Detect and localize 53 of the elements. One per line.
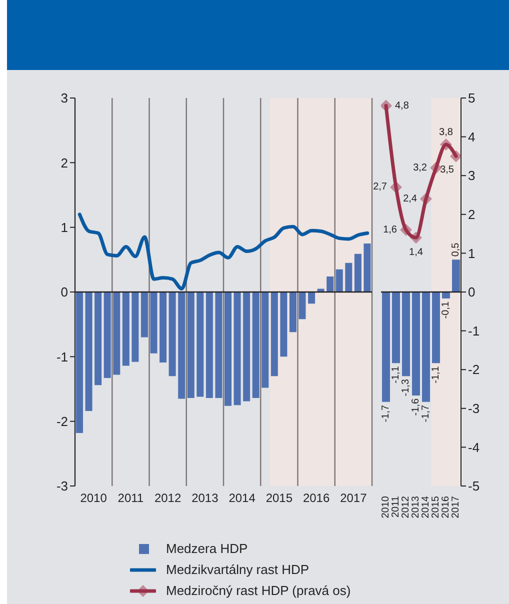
x-tick-label: 2012: [400, 496, 412, 518]
data-label: 1,6: [383, 224, 398, 236]
data-label: 2,4: [403, 193, 418, 204]
data-label: 0,5: [450, 242, 462, 257]
data-label: 2,7: [373, 182, 388, 193]
y2-tick-label: -5: [468, 478, 480, 494]
data-label: -1,3: [400, 378, 412, 396]
x-tick-label: 2011: [118, 491, 144, 505]
y2-tick-label: 2: [468, 207, 476, 222]
x-tick-label: 2014: [420, 496, 432, 518]
y2-tick-label: -3: [468, 401, 480, 416]
y2-tick-label: 3: [468, 168, 476, 184]
data-label: 3,5: [440, 164, 454, 176]
data-label: -0,1: [440, 301, 452, 319]
y2-tick-label: 0: [468, 284, 476, 300]
y-tick-label: -1: [56, 349, 68, 364]
legend-label: Medziročný rast HDP (pravá os): [166, 583, 351, 598]
y-tick-label: 3: [60, 90, 68, 106]
x-tick-label: 2014: [228, 491, 256, 505]
y-tick-label: -3: [56, 478, 68, 494]
x-tick-label: 2012: [154, 491, 182, 505]
data-label: -1,7: [380, 404, 392, 422]
y2-tick-label: -2: [468, 362, 480, 378]
x-tick-label: 2016: [302, 491, 330, 505]
y2-tick-label: 1: [468, 246, 476, 261]
y2-tick-label: -4: [468, 440, 480, 455]
x-tick-label: 2015: [430, 496, 442, 518]
data-label: 4,8: [395, 100, 410, 112]
legend-label: Medzera HDP: [166, 541, 248, 556]
data-label: 3,2: [413, 162, 428, 174]
x-tick-label: 2013: [192, 491, 219, 505]
data-label: -1,1: [390, 366, 402, 384]
data-label: -1,7: [420, 404, 432, 422]
y-tick-label: 1: [60, 220, 68, 235]
data-label: -1,6: [410, 398, 422, 416]
x-tick-label: 2013: [410, 496, 422, 518]
x-tick-label: 2017: [450, 496, 462, 518]
x-tick-label: 2011: [390, 496, 402, 518]
x-tick-label: 2010: [80, 491, 108, 505]
y-tick-label: 0: [60, 284, 68, 300]
y2-tick-label: 4: [468, 129, 476, 144]
x-tick-label: 2010: [380, 496, 392, 518]
y-tick-label: 2: [60, 155, 68, 170]
x-tick-label: 2017: [340, 491, 368, 505]
data-label: -1,1: [430, 366, 442, 384]
y2-tick-label: -1: [468, 323, 480, 338]
x-tick-label: 2015: [266, 491, 293, 505]
data-label: 3,8: [439, 127, 454, 138]
legend-label: Medzikvartálny rast HDP: [166, 562, 310, 577]
x-tick-label: 2016: [440, 496, 452, 518]
data-label: 1,4: [409, 247, 424, 258]
y2-tick-label: 5: [468, 90, 476, 106]
y-tick-label: -2: [56, 414, 68, 429]
